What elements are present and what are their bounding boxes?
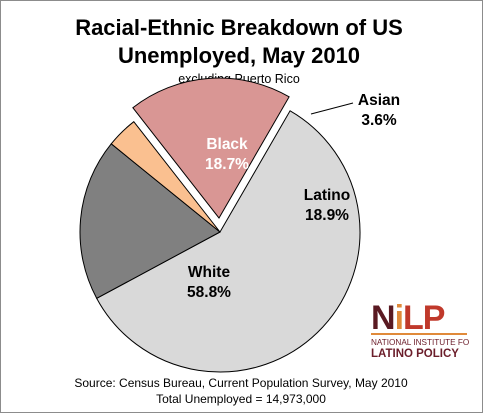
slice-value-black: 18.7% (205, 156, 249, 173)
pie-slice-white (96, 110, 361, 373)
slice-value-white: 58.8% (187, 284, 231, 301)
slice-label-white: White (188, 264, 231, 281)
asian-leader-line (310, 102, 354, 115)
logo-line-1: NATIONAL INSTITUTE FOR (371, 338, 469, 347)
slice-value-asian: 3.6% (361, 112, 397, 129)
slice-label-latino: Latino (304, 187, 351, 204)
pie-slice-latino (132, 77, 290, 219)
pie-slice-black (79, 143, 221, 300)
chart-title-line-1: Racial-Ethnic Breakdown of US (75, 15, 403, 40)
chart-total: Total Unemployed = 14,973,000 (156, 392, 326, 406)
logo-wordmark: NiLP (371, 299, 445, 337)
slice-value-latino: 18.9% (305, 207, 349, 224)
pie-slices (79, 77, 361, 373)
slice-label-asian: Asian (358, 92, 400, 109)
pie-labels: Latino 18.9% White 58.8% Black 18.7% Asian 3.6% (187, 92, 400, 301)
slice-label-black: Black (206, 136, 248, 153)
chart-source: Source: Census Bureau, Current Populatio… (74, 376, 408, 390)
pie-slice-asian (110, 120, 221, 233)
logo-line-2: LATINO POLICY (371, 348, 459, 359)
chart-title-line-2: Unemployed, May 2010 (118, 43, 360, 68)
nilp-logo: NiLP NATIONAL INSTITUTE FOR LATINO POLIC… (371, 299, 469, 359)
